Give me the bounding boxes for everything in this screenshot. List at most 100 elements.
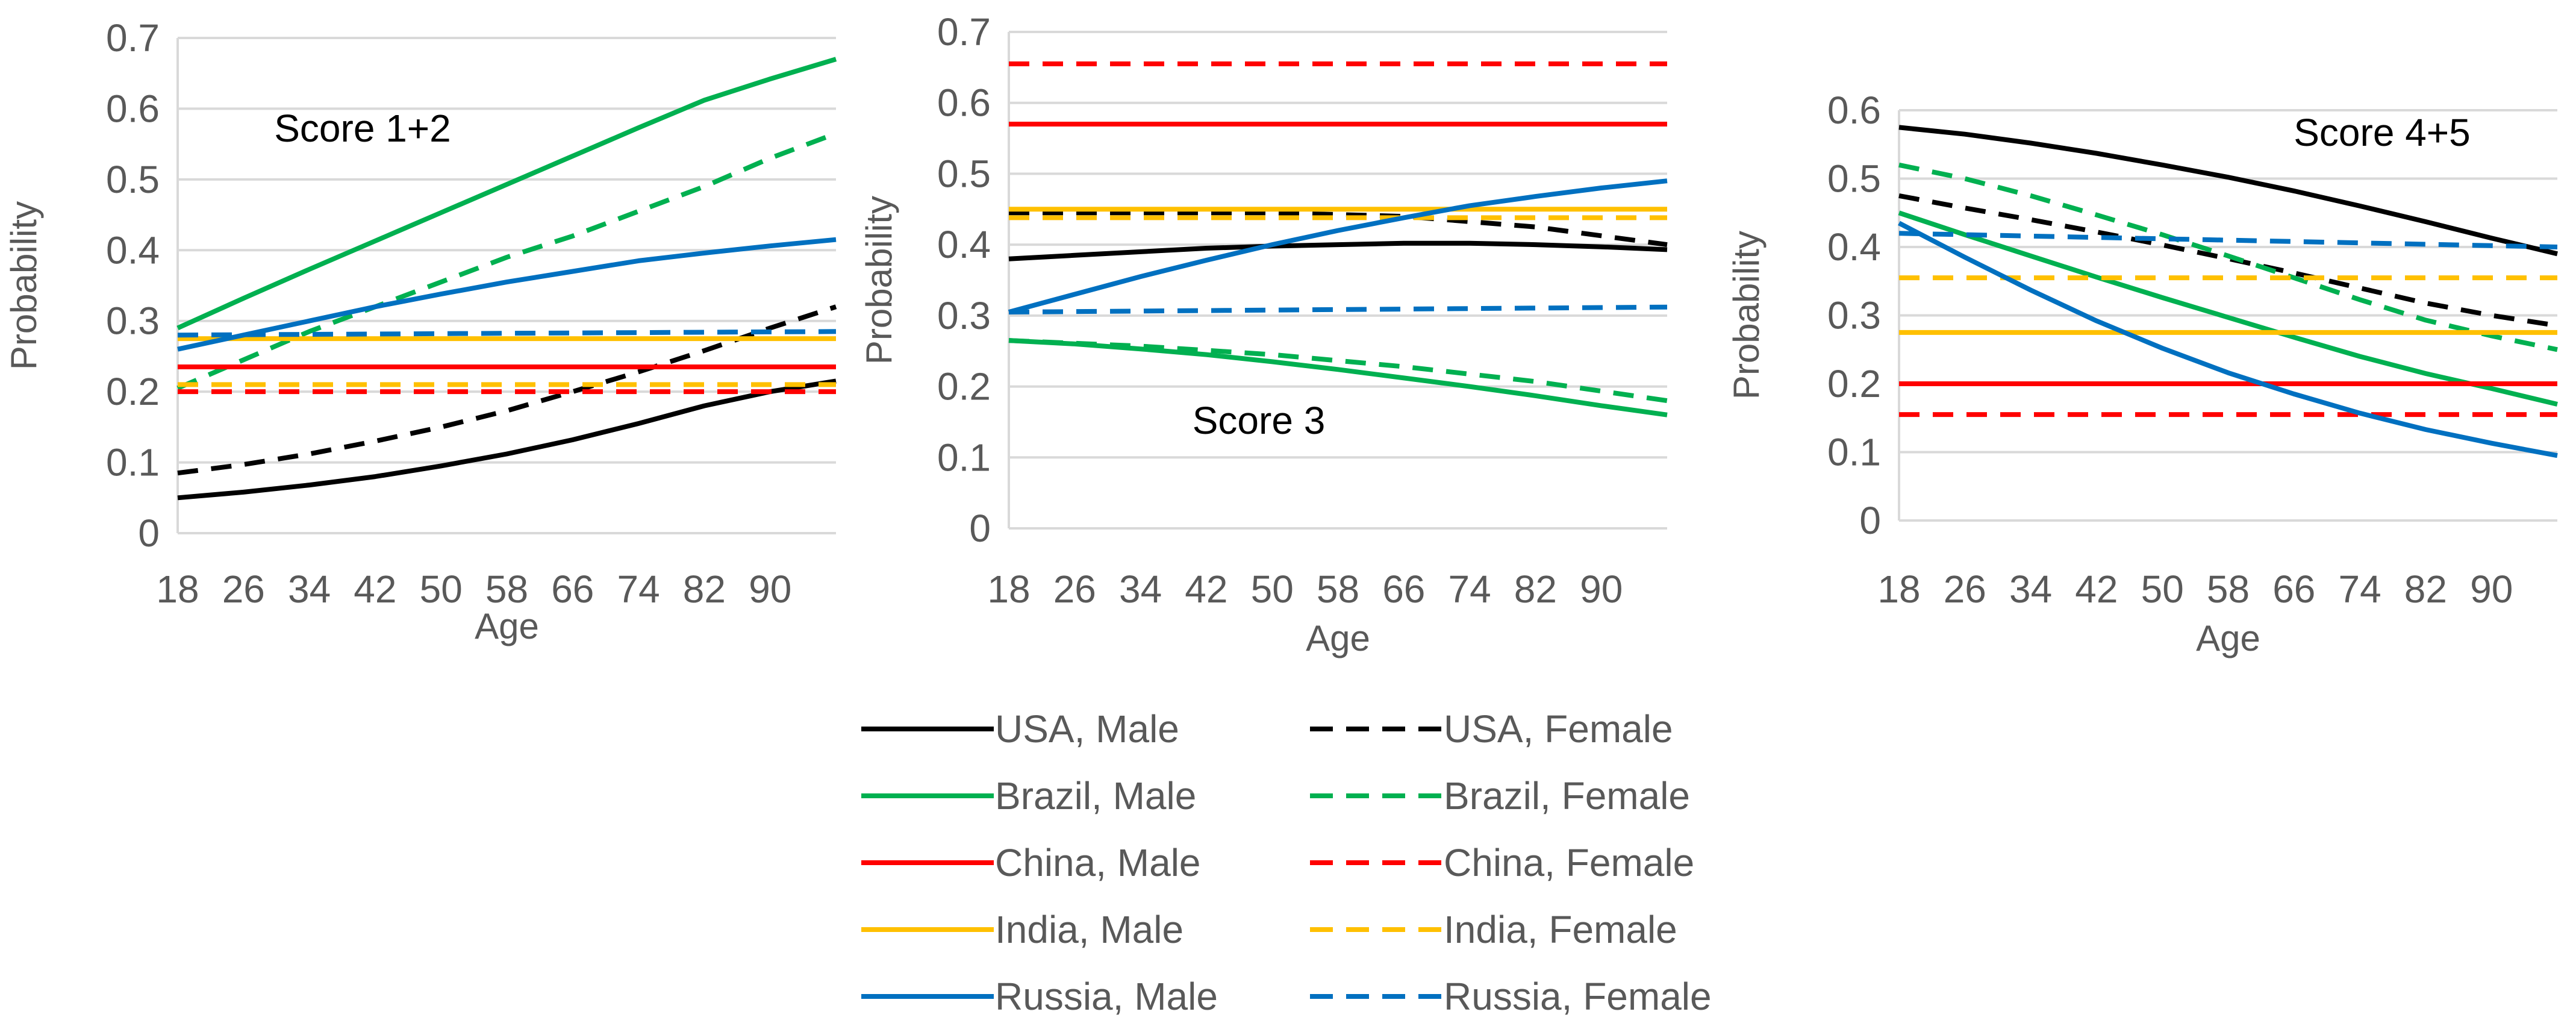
y-tick-label: 0.6 (937, 81, 991, 125)
legend-label: USA, Female (1444, 707, 1673, 751)
legend-label: Brazil, Female (1444, 774, 1690, 818)
x-tick-label: 74 (2339, 568, 2381, 611)
x-tick-label: 34 (288, 568, 331, 611)
legend-item: USA, Female (1310, 707, 1673, 751)
legend-item: China, Male (861, 841, 1201, 884)
y-tick-label: 0.3 (106, 299, 160, 343)
y-tick-label: 0.5 (1827, 157, 1881, 201)
series-line-russia-female (1898, 231, 2558, 249)
series-line-brazil-female (176, 131, 837, 390)
y-tick-label: 0.5 (106, 158, 160, 201)
panel-annotation: Score 4+5 (2294, 111, 2471, 154)
series-line-russia-male (1898, 220, 2558, 458)
y-tick-label: 0.3 (1827, 294, 1881, 337)
series-line-brazil-female (1898, 162, 2558, 352)
x-tick-label: 50 (1251, 568, 1294, 611)
x-tick-label: 50 (2141, 568, 2184, 611)
series-line-usa-female (177, 304, 837, 476)
x-axis-title: Age (475, 606, 539, 646)
x-tick-label: 58 (2207, 568, 2250, 611)
legend-label: Russia, Male (995, 975, 1218, 1018)
x-tick-label: 26 (1944, 568, 1986, 611)
legend-item: USA, Male (861, 707, 1179, 751)
legend-label: Brazil, Male (995, 774, 1196, 818)
y-axis-title: Probability (4, 201, 44, 370)
legend-item: Russia, Male (861, 975, 1218, 1018)
x-tick-label: 66 (1382, 568, 1425, 611)
series-line-russia-female (177, 329, 837, 338)
y-tick-label: 0.3 (937, 294, 991, 337)
x-tick-label: 82 (2404, 568, 2447, 611)
legend-item: Brazil, Male (861, 774, 1196, 818)
chart-panel-2: 0 0.1 0.2 0.3 0.4 0.5 0.6 0.7 18 26 34 42 50 58 66 74 82… (859, 10, 1668, 658)
legend-item: India, Male (861, 908, 1184, 951)
x-tick-label: 82 (1514, 568, 1557, 611)
series-line-usa-female (1898, 193, 2558, 328)
x-tick-label: 58 (1317, 568, 1359, 611)
series-line-russia-male (1008, 178, 1668, 314)
series-line-usa-male (1898, 125, 2558, 257)
series-line-usa-female (1009, 210, 1668, 248)
y-axis-title: Probability (1726, 231, 1767, 399)
y-tick-label: 0.1 (1827, 431, 1881, 474)
y-tick-label: 0.1 (106, 441, 160, 484)
x-tick-label: 18 (1877, 568, 1920, 611)
y-tick-label: 0.4 (1827, 225, 1881, 269)
x-tick-label: 34 (1119, 568, 1162, 611)
x-tick-label: 66 (551, 568, 594, 611)
series-line-brazil-female (1008, 338, 1668, 404)
panel-annotation: Score 3 (1193, 399, 1326, 442)
series-line-usa-male (1008, 240, 1668, 261)
y-tick-label: 0 (1859, 499, 1881, 542)
legend-label: India, Female (1444, 908, 1677, 951)
x-tick-label: 50 (420, 568, 463, 611)
x-tick-label: 74 (1449, 568, 1491, 611)
y-tick-label: 0.1 (937, 436, 991, 479)
series-line-brazil-male (1008, 338, 1668, 417)
legend-label: China, Male (995, 841, 1201, 884)
chart-panel-1: 0 0.1 0.2 0.3 0.4 0.5 0.6 0.7 18 26 34 42 50 58 66 74 82… (4, 16, 837, 646)
series-line-usa-male (177, 378, 837, 501)
x-tick-label: 90 (749, 568, 791, 611)
x-tick-label: 66 (2272, 568, 2315, 611)
x-axis-title: Age (1306, 618, 1370, 658)
y-tick-label: 0.2 (1827, 362, 1881, 405)
legend-item: Russia, Female (1310, 975, 1712, 1018)
series-line-brazil-male (176, 57, 837, 331)
legend-item: Brazil, Female (1310, 774, 1690, 818)
legend-item: China, Female (1310, 841, 1694, 884)
legend-item: India, Female (1310, 908, 1677, 951)
x-tick-label: 42 (1185, 568, 1227, 611)
series-line-russia-male (177, 237, 837, 352)
y-tick-label: 0 (969, 507, 991, 550)
y-tick-label: 0.7 (106, 16, 160, 60)
chart-panel-3: 0 0.1 0.2 0.3 0.4 0.5 0.6 18 26 34 42 50 58 66 74 82 90 A… (1726, 89, 2558, 658)
x-tick-label: 58 (485, 568, 528, 611)
legend-label: Russia, Female (1444, 975, 1712, 1018)
chart-panels: 0 0.1 0.2 0.3 0.4 0.5 0.6 0.7 18 26 34 42 50 58 66 74 82… (4, 10, 2558, 658)
y-tick-label: 0.6 (106, 87, 160, 130)
x-tick-label: 42 (354, 568, 396, 611)
y-tick-label: 0.2 (937, 365, 991, 408)
x-tick-label: 42 (2075, 568, 2118, 611)
x-axis-title: Age (2196, 618, 2260, 658)
y-tick-label: 0.2 (106, 370, 160, 413)
panel-annotation: Score 1+2 (274, 107, 451, 150)
x-tick-label: 18 (156, 568, 199, 611)
y-tick-label: 0.7 (937, 10, 991, 54)
x-tick-label: 34 (2009, 568, 2052, 611)
legend-label: USA, Male (995, 707, 1179, 751)
legend-label: China, Female (1444, 841, 1694, 884)
legend-label: India, Male (995, 908, 1184, 951)
x-tick-label: 26 (1053, 568, 1096, 611)
y-tick-label: 0 (138, 511, 160, 555)
y-tick-label: 0.4 (106, 228, 160, 272)
x-tick-label: 26 (222, 568, 265, 611)
x-tick-label: 74 (617, 568, 660, 611)
legend: USA, Male USA, Female Brazil, Male Brazil, … (861, 707, 1712, 1018)
y-tick-label: 0.4 (937, 223, 991, 266)
series-line-brazil-male (1898, 210, 2558, 407)
series-line-russia-female (1008, 304, 1668, 314)
y-axis-title: Probability (859, 196, 899, 364)
